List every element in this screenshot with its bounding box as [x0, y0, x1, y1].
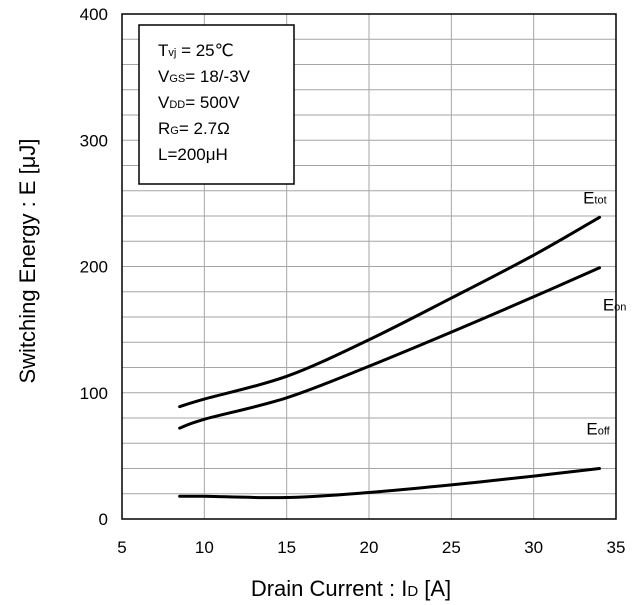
condition-main: V — [158, 67, 170, 86]
series-label-on: Eon — [603, 296, 627, 315]
series-label-sub: on — [614, 302, 626, 314]
grid — [122, 14, 616, 519]
y-tick-label: 200 — [80, 258, 108, 277]
x-tick-label: 5 — [117, 538, 126, 557]
condition-line: L=200μH — [158, 145, 228, 164]
y-tick-label: 0 — [99, 510, 108, 529]
condition-line: RG= 2.7Ω — [158, 119, 230, 138]
series-layer — [178, 215, 602, 500]
condition-value: = 2.7Ω — [179, 119, 230, 138]
x-axis-title-unit: [A] — [418, 576, 451, 601]
series-line-on — [178, 266, 602, 430]
condition-value: = 25℃ — [176, 41, 233, 60]
condition-line: VGS= 18/-3V — [158, 67, 251, 86]
x-tick-label: 35 — [607, 538, 626, 557]
tick-labels: 5 10 15 20 25 30 35 0 100 200 300 400 — [80, 5, 626, 557]
condition-main: R — [158, 119, 170, 138]
condition-main: L=200μH — [158, 145, 228, 164]
y-tick-label: 400 — [80, 5, 108, 24]
plot-frame — [121, 13, 617, 520]
series-line-off — [178, 467, 602, 500]
condition-sub: vj — [168, 47, 176, 59]
condition-main: T — [158, 41, 168, 60]
x-axis-title-sub: D — [407, 583, 418, 600]
series-label-tot: Etot — [583, 188, 607, 207]
series-label-sub: tot — [594, 194, 606, 206]
series-label-main: E — [583, 188, 594, 207]
condition-main: V — [158, 93, 170, 112]
x-tick-label: 25 — [442, 538, 461, 557]
x-tick-label: 20 — [360, 538, 379, 557]
condition-line: Tvj = 25℃ — [158, 41, 234, 60]
x-tick-label: 30 — [524, 538, 543, 557]
condition-line: VDD= 500V — [158, 93, 240, 112]
y-tick-label: 300 — [80, 131, 108, 150]
x-axis-title: Drain Current : ID [A] — [251, 576, 451, 601]
x-tick-label: 10 — [195, 538, 214, 557]
condition-value: = 500V — [185, 93, 240, 112]
x-tick-label: 15 — [277, 538, 296, 557]
series-label-main: E — [603, 296, 614, 315]
y-tick-label: 100 — [80, 384, 108, 403]
y-axis-title: Switching Energy : E [μJ] — [15, 139, 40, 384]
series-label-off: Eoff — [586, 419, 610, 438]
condition-sub: DD — [169, 99, 185, 111]
series-label-sub: off — [598, 425, 611, 437]
condition-sub: GS — [169, 73, 185, 85]
x-axis-title-main: Drain Current : I — [251, 576, 408, 601]
series-label-main: E — [586, 419, 597, 438]
condition-sub: G — [170, 125, 179, 137]
conditions-frame — [138, 24, 295, 185]
condition-value: = 18/-3V — [185, 67, 250, 86]
series-line-tot — [178, 215, 602, 409]
